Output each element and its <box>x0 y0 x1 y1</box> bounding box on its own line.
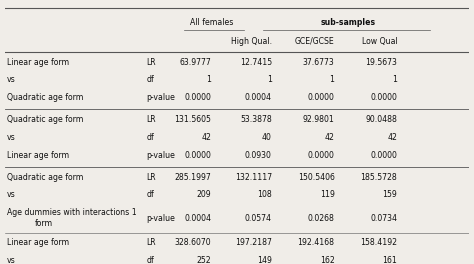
Text: form: form <box>35 219 53 228</box>
Text: GCE/GCSE: GCE/GCSE <box>295 37 335 46</box>
Text: LR: LR <box>146 58 156 67</box>
Text: 1: 1 <box>329 76 335 84</box>
Text: Quadratic age form: Quadratic age form <box>7 115 83 124</box>
Text: 0.0000: 0.0000 <box>370 150 397 159</box>
Text: 53.3878: 53.3878 <box>240 115 272 124</box>
Text: Quadratic age form: Quadratic age form <box>7 173 83 182</box>
Text: 192.4168: 192.4168 <box>298 238 335 247</box>
Text: 252: 252 <box>197 256 211 264</box>
Text: 119: 119 <box>319 190 335 199</box>
Text: 19.5673: 19.5673 <box>365 58 397 67</box>
Text: 0.0000: 0.0000 <box>308 93 335 102</box>
Text: 0.0004: 0.0004 <box>245 93 272 102</box>
Text: LR: LR <box>146 173 156 182</box>
Text: 0.0574: 0.0574 <box>245 214 272 223</box>
Text: Linear age form: Linear age form <box>7 58 69 67</box>
Text: df: df <box>146 190 154 199</box>
Text: 209: 209 <box>197 190 211 199</box>
Text: 158.4192: 158.4192 <box>360 238 397 247</box>
Text: vs: vs <box>7 133 16 142</box>
Text: 0.0268: 0.0268 <box>308 214 335 223</box>
Text: vs: vs <box>7 76 16 84</box>
Text: 0.0000: 0.0000 <box>308 150 335 159</box>
Text: vs: vs <box>7 190 16 199</box>
Text: df: df <box>146 76 154 84</box>
Text: 150.5406: 150.5406 <box>298 173 335 182</box>
Text: 0.0000: 0.0000 <box>370 93 397 102</box>
Text: 162: 162 <box>320 256 335 264</box>
Text: 0.0000: 0.0000 <box>184 150 211 159</box>
Text: 37.6773: 37.6773 <box>303 58 335 67</box>
Text: Linear age form: Linear age form <box>7 238 69 247</box>
Text: vs: vs <box>7 256 16 264</box>
Text: 197.2187: 197.2187 <box>235 238 272 247</box>
Text: 1: 1 <box>267 76 272 84</box>
Text: 40: 40 <box>262 133 272 142</box>
Text: Quadratic age form: Quadratic age form <box>7 93 83 102</box>
Text: 285.1997: 285.1997 <box>175 173 211 182</box>
Text: p-value: p-value <box>146 214 175 223</box>
Text: 131.5605: 131.5605 <box>174 115 211 124</box>
Text: LR: LR <box>146 238 156 247</box>
Text: df: df <box>146 133 154 142</box>
Text: 0.0004: 0.0004 <box>184 214 211 223</box>
Text: 328.6070: 328.6070 <box>175 238 211 247</box>
Text: df: df <box>146 256 154 264</box>
Text: p-value: p-value <box>146 150 175 159</box>
Text: 185.5728: 185.5728 <box>361 173 397 182</box>
Text: 42: 42 <box>325 133 335 142</box>
Text: 0.0000: 0.0000 <box>184 93 211 102</box>
Text: Low Qual: Low Qual <box>362 37 397 46</box>
Text: 12.7415: 12.7415 <box>240 58 272 67</box>
Text: 0.0734: 0.0734 <box>370 214 397 223</box>
Text: 161: 161 <box>383 256 397 264</box>
Text: sub-samples: sub-samples <box>321 17 376 27</box>
Text: Age dummies with interactions 1: Age dummies with interactions 1 <box>7 208 137 217</box>
Text: 90.0488: 90.0488 <box>365 115 397 124</box>
Text: 42: 42 <box>387 133 397 142</box>
Text: 42: 42 <box>201 133 211 142</box>
Text: p-value: p-value <box>146 93 175 102</box>
Text: 132.1117: 132.1117 <box>235 173 272 182</box>
Text: LR: LR <box>146 115 156 124</box>
Text: 159: 159 <box>383 190 397 199</box>
Text: Linear age form: Linear age form <box>7 150 69 159</box>
Text: High Qual.: High Qual. <box>231 37 272 46</box>
Text: 1: 1 <box>207 76 211 84</box>
Text: 108: 108 <box>257 190 272 199</box>
Text: 0.0930: 0.0930 <box>245 150 272 159</box>
Text: 1: 1 <box>392 76 397 84</box>
Text: 63.9777: 63.9777 <box>180 58 211 67</box>
Text: 149: 149 <box>257 256 272 264</box>
Text: 92.9801: 92.9801 <box>303 115 335 124</box>
Text: All females: All females <box>190 17 233 27</box>
